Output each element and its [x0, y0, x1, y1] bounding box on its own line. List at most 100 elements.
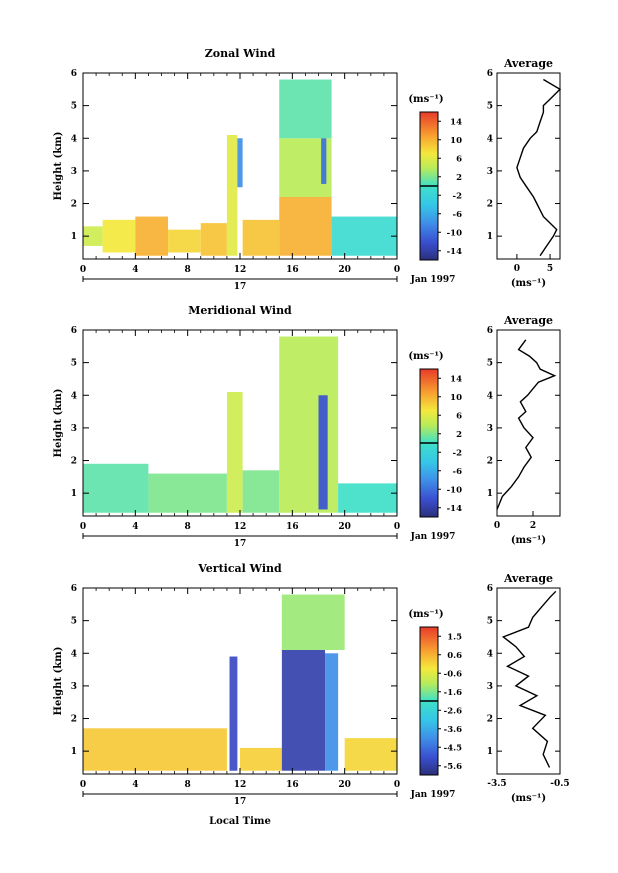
y-tick-label: 4 [71, 391, 77, 401]
x-tick-label: 16 [286, 265, 299, 275]
heat-cell [135, 216, 169, 256]
heat-cell [279, 197, 332, 256]
heat-cell [281, 650, 326, 771]
heat-cell [279, 79, 332, 139]
avg-x-tick-label: 0 [494, 521, 500, 531]
y-tick-label: 5 [71, 102, 77, 112]
heat-cell [242, 219, 280, 256]
colorbar-tick-label: -5.6 [444, 762, 462, 772]
colorbar-tick-label: -14 [447, 247, 462, 257]
x-tick-label: 12 [234, 780, 247, 790]
heat-cell [229, 656, 238, 771]
average-profile-line [496, 339, 557, 510]
y-tick-label: 1 [71, 232, 77, 242]
heat-cell [331, 216, 397, 256]
colorbar-tick-label: -1.6 [444, 688, 462, 698]
avg-y-tick-label: 3 [487, 682, 493, 692]
y-tick-label: 1 [71, 489, 77, 499]
colorbar-unit: (ms⁻¹) [408, 609, 443, 620]
colorbar-tick-label: -6 [453, 210, 463, 220]
colorbar-tick-label: 14 [450, 117, 462, 127]
x-tick-label: 16 [286, 780, 299, 790]
average-profile-line [516, 78, 562, 257]
y-tick-label: 6 [71, 69, 77, 79]
colorbar-tick-label: -6 [453, 467, 463, 477]
colorbar-unit: (ms⁻¹) [408, 94, 443, 105]
heat-cell [318, 395, 328, 510]
x-tick-label: 4 [132, 522, 138, 532]
y-tick-label: 2 [71, 200, 77, 210]
heat-cell [102, 219, 136, 253]
y-tick-label: 2 [71, 715, 77, 725]
y-tick-label: 5 [71, 617, 77, 627]
avg-y-tick-label: 3 [487, 167, 493, 177]
y-axis-label: Height (km) [53, 389, 64, 458]
y-axis-label: Height (km) [53, 132, 64, 201]
heat-cell [148, 473, 227, 513]
colorbar-tick-label: 2 [456, 173, 462, 183]
average-frame [496, 329, 561, 517]
x-tick-label: 4 [132, 265, 138, 275]
average-frame [496, 72, 561, 260]
avg-y-tick-label: 1 [487, 747, 493, 757]
panel-title: Meridional Wind [188, 304, 292, 317]
heat-cell [83, 226, 103, 246]
colorbar-tick-label: -2.6 [444, 706, 462, 716]
month-label: Jan 1997 [410, 790, 456, 800]
heat-cell [321, 138, 327, 184]
x-tick-label: 8 [185, 522, 191, 532]
y-tick-label: 6 [71, 584, 77, 594]
x-tick-label: 4 [132, 780, 138, 790]
heat-cell [226, 135, 238, 256]
x-tick-label: 0 [80, 780, 86, 790]
avg-y-tick-label: 4 [487, 134, 493, 144]
y-tick-label: 3 [71, 167, 77, 177]
avg-y-tick-label: 2 [487, 715, 493, 725]
avg-x-tick-label: -0.5 [550, 779, 569, 789]
heat-cell [338, 483, 397, 513]
colorbar-tick-label: -2 [453, 448, 463, 458]
avg-y-tick-label: 1 [487, 232, 493, 242]
avg-y-tick-label: 5 [487, 359, 493, 369]
x-tick-label: 20 [338, 265, 351, 275]
heat-cell [83, 728, 227, 771]
avg-y-tick-label: 6 [487, 69, 493, 79]
x-tick-label: 0 [394, 522, 400, 532]
colorbar-tick-label: -14 [447, 504, 462, 514]
heat-cell [344, 738, 397, 771]
colorbar-tick-label: 6 [456, 411, 462, 421]
average-title: Average [503, 57, 553, 70]
heat-cell [240, 747, 282, 771]
colorbar-tick-label: -0.6 [444, 669, 462, 679]
y-tick-label: 6 [71, 326, 77, 336]
average-title: Average [503, 572, 553, 585]
heat-cell [200, 223, 227, 256]
y-tick-label: 3 [71, 682, 77, 692]
day-label: 17 [234, 797, 247, 807]
colorbar-tick-label: -4.5 [444, 743, 462, 753]
avg-y-tick-label: 6 [487, 326, 493, 336]
avg-y-tick-label: 2 [487, 200, 493, 210]
heat-cell [242, 470, 280, 513]
colorbar-tick-label: 0.6 [447, 651, 462, 661]
colorbar-tick-label: -10 [447, 228, 462, 238]
heat-cell [237, 138, 243, 188]
avg-x-tick-label: 0 [514, 264, 520, 274]
x-tick-label: 0 [80, 265, 86, 275]
colorbar-tick-label: 10 [450, 136, 462, 146]
avg-y-tick-label: 5 [487, 102, 493, 112]
month-label: Jan 1997 [410, 275, 456, 285]
average-profile-line [501, 590, 557, 768]
avg-y-tick-label: 4 [487, 391, 493, 401]
colorbar-tick-label: 2 [456, 430, 462, 440]
y-tick-label: 2 [71, 457, 77, 467]
heat-cell [325, 653, 339, 771]
average-title: Average [503, 314, 553, 327]
panel-title: Vertical Wind [197, 562, 282, 575]
colorbar-tick-label: -2 [453, 191, 463, 201]
x-tick-label: 20 [338, 522, 351, 532]
x-tick-label: 0 [80, 522, 86, 532]
avg-x-tick-label: -3.5 [487, 779, 506, 789]
x-tick-label: 0 [394, 265, 400, 275]
